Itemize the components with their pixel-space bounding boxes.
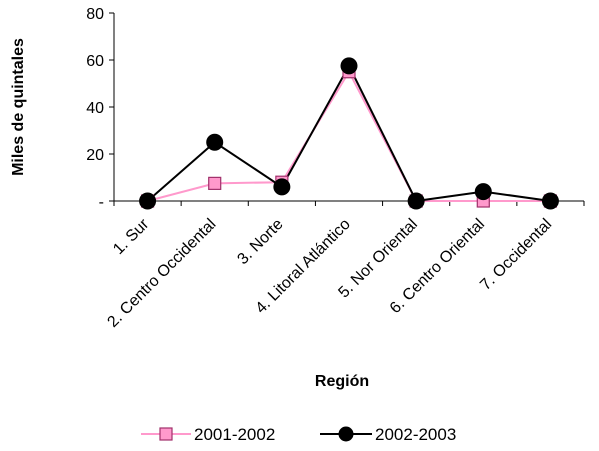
y-tick-label: - [99, 194, 104, 211]
y-tick-label: 40 [86, 100, 104, 117]
y-tick-label: 80 [86, 6, 104, 23]
legend-item: 2001-2002 [141, 425, 275, 444]
legend-item: 2002-2003 [320, 425, 456, 444]
data-point-circle [139, 192, 157, 210]
y-tick-label: 60 [86, 53, 104, 70]
series-line [146, 63, 551, 203]
legend-label: 2002-2003 [375, 425, 456, 444]
x-tick-label: 1. Sur [110, 215, 153, 258]
x-tick-label: 3. Norte [234, 216, 286, 268]
data-point-circle [340, 57, 358, 75]
x-tick-label: 7. Occidental [477, 216, 555, 294]
data-point-circle [541, 192, 559, 210]
legend-marker-circle [338, 426, 354, 442]
data-point-circle [407, 192, 425, 210]
data-point-circle [206, 133, 224, 151]
x-axis-title: Región [315, 373, 369, 390]
legend-label: 2001-2002 [194, 425, 275, 444]
series-line [147, 69, 551, 202]
data-point-circle [474, 183, 492, 201]
x-tick-label: 2. Centro Occidental [104, 216, 219, 331]
data-point-square [208, 176, 222, 190]
y-tick-label: 20 [86, 147, 104, 164]
legend-marker-square [159, 427, 173, 441]
data-point-circle [273, 178, 291, 196]
y-axis-title: Miles de quintales [10, 38, 27, 176]
